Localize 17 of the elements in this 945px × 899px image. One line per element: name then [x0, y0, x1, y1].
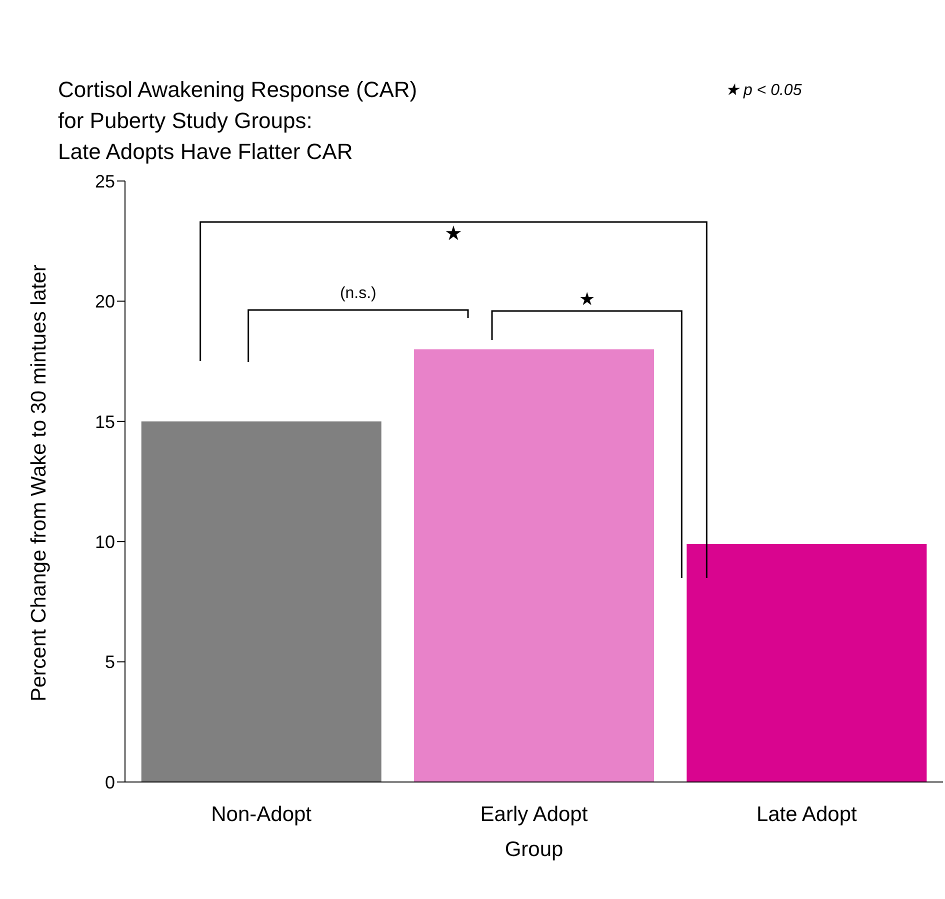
annotation: ★	[444, 223, 462, 245]
y-tick-label: 10	[94, 532, 115, 552]
y-tick-label: 15	[94, 412, 115, 432]
y-tick-label: 25	[94, 171, 115, 192]
x-tick-label: Late Adopt	[756, 802, 858, 826]
bar	[686, 544, 927, 782]
y-tick-label: 0	[104, 772, 115, 792]
chart-title: Cortisol Awakening Response (CAR) for Puberty Study Groups: Late Adopts Have Flatter CAR	[58, 76, 418, 166]
text: ★ p < 0.05	[725, 82, 802, 99]
x-axis-title: Group	[504, 838, 564, 861]
annotation: (n.s.)	[340, 285, 376, 302]
x-tick-label: Early Adopt	[480, 802, 588, 826]
annotation: ★	[578, 289, 595, 309]
y-tick-label: 5	[104, 652, 115, 672]
x-tick-label: Non-Adopt	[211, 802, 312, 826]
y-axis-title: Percent Change from Wake to 30 mintues later	[27, 264, 50, 702]
y-tick-label: 20	[94, 292, 115, 312]
